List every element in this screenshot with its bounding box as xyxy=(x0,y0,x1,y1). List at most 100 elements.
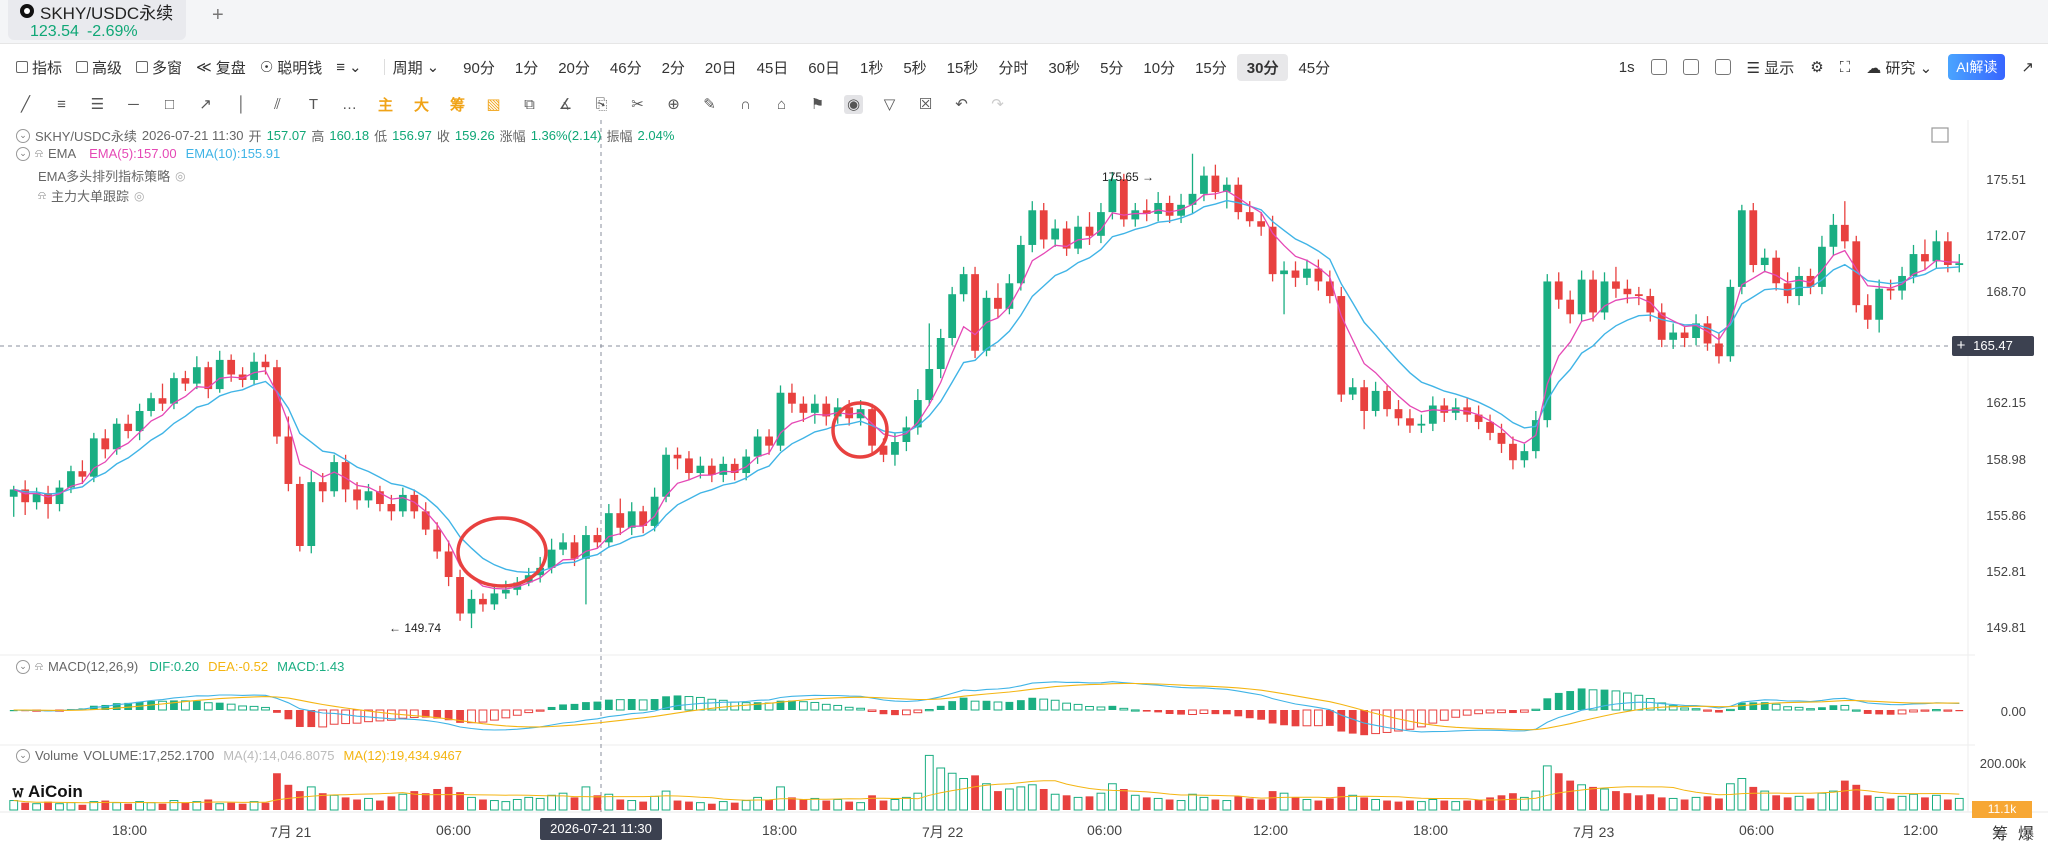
period-10m[interactable]: 10分 xyxy=(1143,59,1176,77)
fullscreen-icon[interactable]: ⛶ xyxy=(1839,58,1851,76)
volume-bar xyxy=(833,799,843,811)
symbol-tab[interactable]: SKHY/USDC永续 123.54 -2.69% xyxy=(8,0,186,40)
vertical-line-icon[interactable]: │ xyxy=(236,95,247,113)
period-45d[interactable]: 45日 xyxy=(756,59,789,77)
macd-bar xyxy=(215,702,224,710)
collapse-icon[interactable]: ⌄ xyxy=(16,748,30,763)
camera-icon[interactable] xyxy=(1650,59,1667,75)
period-5s[interactable]: 5秒 xyxy=(903,59,927,77)
undo-icon[interactable]: ↶ xyxy=(955,96,968,113)
macd-bar xyxy=(444,710,453,721)
fibonacci-icon[interactable]: ⫽ xyxy=(274,95,281,113)
period-45m[interactable]: 45分 xyxy=(1298,59,1331,77)
layers-icon[interactable]: ⧉ xyxy=(524,95,535,113)
trash-icon[interactable]: ☒ xyxy=(918,96,933,113)
horizontal-lines-icon[interactable]: ≡ xyxy=(57,95,66,113)
ruler-icon[interactable]: ✂ xyxy=(631,96,644,113)
redo-icon[interactable]: ↷ xyxy=(991,96,1004,113)
volume-bar xyxy=(238,803,247,810)
period-dropdown[interactable]: 周期 ⌄ xyxy=(393,57,440,78)
candle-body xyxy=(1840,224,1849,242)
period-1s[interactable]: 1秒 xyxy=(859,59,884,77)
ray-icon[interactable]: ↗ xyxy=(199,96,212,113)
volume-bar xyxy=(845,801,854,810)
magnet-icon[interactable]: ∩ xyxy=(740,95,751,113)
period-30m[interactable]: 30分 xyxy=(1236,53,1289,81)
alert-icon[interactable]: ⚑ xyxy=(810,96,825,113)
zoom-in-icon[interactable]: ⊕ xyxy=(667,96,680,113)
filter-icon[interactable]: ▽ xyxy=(883,96,896,113)
period-15m[interactable]: 15分 xyxy=(1195,59,1227,77)
volume-bar xyxy=(1039,789,1048,810)
period-2m[interactable]: 2分 xyxy=(661,59,685,77)
period-timeshare[interactable]: 分时 xyxy=(998,59,1029,77)
collapse-icon[interactable]: ⌄ xyxy=(16,146,30,161)
macd-bar xyxy=(1955,710,1964,712)
legend-high: 160.18 xyxy=(329,128,370,143)
horizontal-ray-icon[interactable]: ─ xyxy=(128,95,139,113)
eye-off-icon[interactable]: ◎ xyxy=(133,188,145,203)
volume-bar xyxy=(1554,773,1563,810)
display-button[interactable]: ☰ 显示 xyxy=(1747,57,1795,78)
volume-bar xyxy=(1291,797,1300,810)
parallel-channel-icon[interactable]: ☰ xyxy=(90,96,105,113)
eye-off-icon[interactable]: ◎ xyxy=(175,168,186,183)
text-icon[interactable]: T xyxy=(308,95,319,113)
period-46m[interactable]: 46分 xyxy=(609,59,642,77)
highlight-icon[interactable]: ▧ xyxy=(486,96,501,113)
macd-bar xyxy=(1806,708,1815,711)
collapse-icon[interactable]: ⌄ xyxy=(16,659,30,674)
eye-icon[interactable]: ◉ xyxy=(844,94,863,114)
period-20m[interactable]: 20分 xyxy=(558,59,590,77)
macd-bar xyxy=(170,700,178,710)
chart-type-dropdown[interactable]: ≡ ⌄ xyxy=(336,58,361,77)
legend-amplitude-key: 振幅 xyxy=(606,129,633,144)
large-order-icon[interactable]: 大 xyxy=(413,96,429,114)
macd-bar xyxy=(1771,703,1781,711)
period-5m[interactable]: 5分 xyxy=(1100,59,1124,77)
interval-button[interactable]: 1s xyxy=(1618,58,1635,76)
liquidation-button[interactable]: 爆 xyxy=(2018,826,2035,843)
period-15s[interactable]: 15秒 xyxy=(946,59,979,77)
period-30s[interactable]: 30秒 xyxy=(1048,59,1081,77)
candle-body xyxy=(204,367,213,390)
replay-button[interactable]: ≪ 复盘 xyxy=(196,57,246,78)
period-20d[interactable]: 20日 xyxy=(704,59,737,77)
copy-icon[interactable]: ⎘ xyxy=(595,95,608,113)
rectangle-icon[interactable]: □ xyxy=(164,95,175,113)
volume-bar xyxy=(856,802,866,811)
research-dropdown[interactable]: ☁ 研究 ⌄ xyxy=(1866,57,1932,78)
advanced-button[interactable]: 高级 xyxy=(76,57,122,78)
multi-window-button[interactable]: 多窗 xyxy=(136,57,182,78)
trendline-icon[interactable]: ╱ xyxy=(20,96,31,113)
chip-distribution-button[interactable]: 筹 xyxy=(1992,826,2009,843)
chip-icon[interactable]: 筹 xyxy=(449,96,465,114)
bell-icon[interactable]: ⍾ xyxy=(35,659,43,673)
brush-icon[interactable]: ✎ xyxy=(703,96,716,113)
settings-icon[interactable]: ⚙ xyxy=(1810,59,1824,76)
volume-bar xyxy=(1085,796,1094,810)
volume-bar xyxy=(718,801,728,811)
macd-bar xyxy=(982,700,991,710)
measure-icon[interactable]: ∡ xyxy=(558,96,573,113)
tracking-legend: ⍾ 主力大单跟踪 ◎ xyxy=(38,186,144,205)
lock-icon[interactable]: ⌂ xyxy=(776,95,787,113)
smart-money-button[interactable]: ☉ 聪明钱 xyxy=(260,57,322,78)
period-1m[interactable]: 1分 xyxy=(514,59,539,77)
more-icon[interactable]: … xyxy=(342,95,357,113)
add-alert-icon[interactable]: + xyxy=(1956,337,1966,354)
bell-icon[interactable]: ⍾ xyxy=(35,146,43,160)
ai-analysis-button[interactable]: AI解读 xyxy=(1948,54,2006,80)
bell-icon[interactable]: ⍾ xyxy=(38,188,46,202)
period-90m[interactable]: 90分 xyxy=(463,59,495,77)
share-icon[interactable] xyxy=(1714,59,1731,75)
period-60d[interactable]: 60日 xyxy=(808,59,840,77)
indicator-button[interactable]: 指标 xyxy=(16,57,62,78)
volume-bar xyxy=(467,796,476,811)
external-link-icon[interactable]: ↗ xyxy=(2021,59,2034,76)
add-tab-button[interactable]: + xyxy=(212,4,224,26)
collapse-icon[interactable]: ⌄ xyxy=(16,128,30,143)
main-icon[interactable]: 主 xyxy=(377,96,393,114)
pencil-icon[interactable] xyxy=(1682,59,1699,75)
